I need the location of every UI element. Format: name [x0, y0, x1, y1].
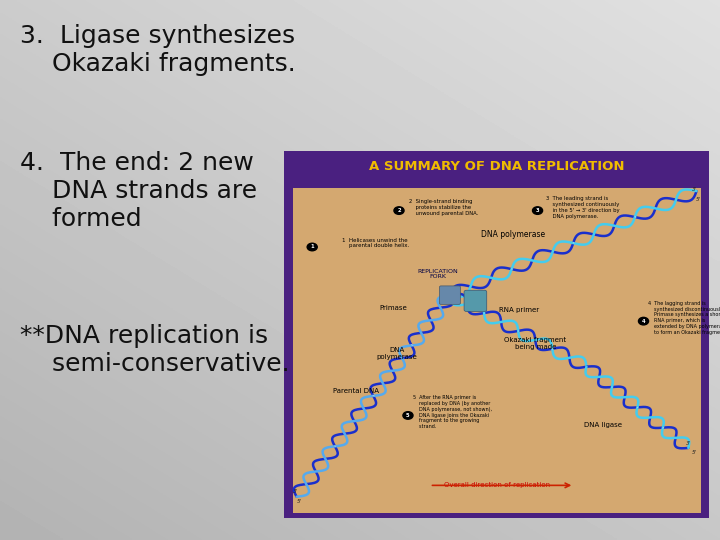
Text: DNA
polymerase: DNA polymerase: [377, 347, 418, 360]
Circle shape: [533, 207, 543, 214]
Text: RNA primer: RNA primer: [499, 307, 539, 313]
Text: Primase: Primase: [379, 305, 407, 311]
Text: 5': 5': [692, 450, 697, 455]
Bar: [293, 188, 701, 513]
FancyBboxPatch shape: [464, 291, 487, 312]
Text: 5  After the RNA primer is
    replaced by DNA (by another
    DNA polymerase, n: 5 After the RNA primer is replaced by DN…: [413, 395, 492, 429]
Text: 5': 5': [297, 499, 302, 504]
FancyBboxPatch shape: [439, 286, 460, 305]
Text: A SUMMARY OF DNA REPLICATION: A SUMMARY OF DNA REPLICATION: [369, 160, 624, 173]
Text: DNA ligase: DNA ligase: [584, 422, 622, 428]
Text: 3.  Ligase synthesizes
    Okazaki fragments.: 3. Ligase synthesizes Okazaki fragments.: [20, 24, 296, 76]
Text: 4  The lagging strand is
    synthesized discontinuously.
    Primase synthesize: 4 The lagging strand is synthesized disc…: [647, 301, 720, 335]
Text: 1  Helicases unwind the
    parental double helix.: 1 Helicases unwind the parental double h…: [342, 238, 409, 248]
Text: 4: 4: [642, 319, 645, 323]
Text: **DNA replication is
    semi-conservative.: **DNA replication is semi-conservative.: [20, 324, 289, 376]
Text: 2: 2: [397, 208, 401, 213]
Bar: [284, 151, 709, 518]
Text: Overall direction of replication: Overall direction of replication: [444, 482, 550, 488]
Text: 3  The leading strand is
    synthesized continuously
    in the 5' → 3' directi: 3 The leading strand is synthesized cont…: [546, 196, 619, 219]
Circle shape: [394, 207, 404, 214]
Text: 2  Single-strand binding
    proteins stabilize the
    unwound parental DNA.: 2 Single-strand binding proteins stabili…: [409, 199, 478, 215]
Circle shape: [403, 411, 413, 419]
Circle shape: [307, 243, 318, 251]
Text: Okazaki fragment
being made: Okazaki fragment being made: [505, 338, 567, 350]
Circle shape: [639, 318, 649, 325]
Text: 5': 5': [696, 197, 701, 202]
Text: 3: 3: [536, 208, 539, 213]
Text: 3': 3': [292, 489, 297, 494]
Text: 3': 3': [692, 187, 697, 192]
Text: DNA polymerase: DNA polymerase: [481, 231, 545, 239]
Text: Parental DNA: Parental DNA: [333, 388, 379, 394]
Text: 3': 3': [686, 441, 690, 446]
Text: REPLICATION
FORK: REPLICATION FORK: [418, 268, 458, 279]
Text: 1: 1: [310, 245, 314, 249]
Text: 5: 5: [406, 413, 410, 418]
Text: 4.  The end: 2 new
    DNA strands are
    formed: 4. The end: 2 new DNA strands are formed: [20, 151, 257, 231]
